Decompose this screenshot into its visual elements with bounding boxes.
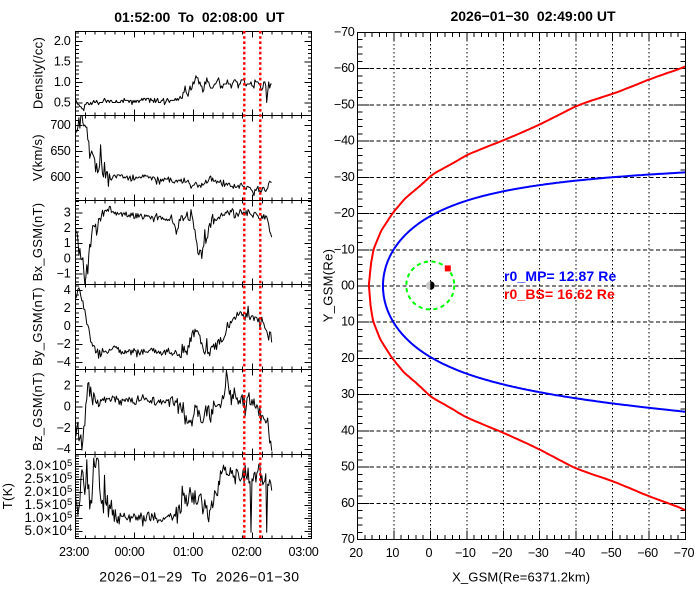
svg-text:Density(/cc): Density(/cc) bbox=[31, 37, 46, 109]
svg-text:−70: −70 bbox=[334, 25, 355, 39]
svg-text:2026−01−29 To 2026−01−30: 2026−01−29 To 2026−01−30 bbox=[99, 569, 299, 585]
svg-text:50: 50 bbox=[341, 460, 355, 474]
svg-text:01:52:00 To 02:08:00 UT: 01:52:00 To 02:08:00 UT bbox=[114, 9, 285, 25]
svg-text:4: 4 bbox=[64, 283, 71, 297]
svg-text:−10: −10 bbox=[455, 546, 476, 560]
svg-text:−4: −4 bbox=[57, 355, 71, 369]
svg-text:20: 20 bbox=[341, 351, 355, 365]
svg-text:00: 00 bbox=[341, 279, 355, 293]
svg-text:2.5×105: 2.5×105 bbox=[24, 471, 72, 486]
svg-text:1.0: 1.0 bbox=[54, 75, 71, 89]
svg-text:−10: −10 bbox=[334, 242, 355, 256]
svg-text:0.5: 0.5 bbox=[54, 96, 71, 110]
svg-text:2.0×105: 2.0×105 bbox=[24, 484, 72, 499]
svg-text:0: 0 bbox=[64, 251, 71, 265]
svg-text:0: 0 bbox=[426, 546, 433, 560]
svg-text:2: 2 bbox=[64, 379, 71, 393]
svg-text:X_GSM(Re=6371.2km): X_GSM(Re=6371.2km) bbox=[452, 570, 590, 585]
svg-text:00:00: 00:00 bbox=[114, 545, 144, 559]
svg-text:1.0×105: 1.0×105 bbox=[24, 510, 72, 525]
svg-text:20: 20 bbox=[349, 546, 363, 560]
svg-text:−4: −4 bbox=[57, 442, 71, 456]
svg-text:−30: −30 bbox=[528, 546, 549, 560]
svg-text:Bz_GSM(nT): Bz_GSM(nT) bbox=[30, 372, 45, 451]
svg-text:10: 10 bbox=[386, 546, 400, 560]
svg-text:−40: −40 bbox=[564, 546, 585, 560]
svg-text:01:00: 01:00 bbox=[173, 545, 203, 559]
svg-text:2: 2 bbox=[64, 221, 71, 235]
svg-text:600: 600 bbox=[50, 170, 70, 184]
svg-text:−50: −50 bbox=[334, 97, 355, 111]
svg-text:23:00: 23:00 bbox=[59, 545, 89, 559]
svg-text:2.0: 2.0 bbox=[54, 34, 71, 48]
svg-text:0: 0 bbox=[64, 400, 71, 414]
svg-text:−20: −20 bbox=[334, 206, 355, 220]
svg-text:1: 1 bbox=[64, 236, 71, 250]
svg-text:40: 40 bbox=[341, 423, 355, 437]
svg-text:650: 650 bbox=[50, 144, 70, 158]
svg-text:−30: −30 bbox=[334, 170, 355, 184]
svg-text:30: 30 bbox=[341, 387, 355, 401]
svg-text:1.5×105: 1.5×105 bbox=[24, 497, 72, 512]
svg-text:r0_MP= 12.87 Re: r0_MP= 12.87 Re bbox=[504, 268, 617, 284]
svg-text:−20: −20 bbox=[492, 546, 513, 560]
svg-text:−2: −2 bbox=[57, 421, 71, 435]
svg-text:−60: −60 bbox=[334, 61, 355, 75]
svg-text:3.0×105: 3.0×105 bbox=[24, 458, 72, 473]
svg-text:5.0×104: 5.0×104 bbox=[24, 523, 72, 538]
svg-text:03:00: 03:00 bbox=[288, 545, 318, 559]
svg-text:−60: −60 bbox=[637, 546, 658, 560]
svg-text:60: 60 bbox=[341, 496, 355, 510]
svg-text:1.5: 1.5 bbox=[54, 54, 71, 68]
svg-text:−40: −40 bbox=[334, 134, 355, 148]
svg-text:02:00: 02:00 bbox=[231, 545, 261, 559]
svg-text:10: 10 bbox=[341, 315, 355, 329]
svg-text:−2: −2 bbox=[57, 337, 71, 351]
svg-text:−50: −50 bbox=[601, 546, 622, 560]
svg-text:3: 3 bbox=[64, 206, 71, 220]
svg-text:−70: −70 bbox=[674, 546, 695, 560]
svg-text:0: 0 bbox=[64, 319, 71, 333]
svg-text:−1: −1 bbox=[57, 267, 71, 281]
svg-text:Y_GSM(Re): Y_GSM(Re) bbox=[321, 249, 336, 323]
svg-text:r0_BS= 16.62 Re: r0_BS= 16.62 Re bbox=[504, 286, 615, 302]
svg-text:T(K): T(K) bbox=[0, 483, 15, 509]
svg-text:Bx_GSM(nT): Bx_GSM(nT) bbox=[30, 203, 45, 282]
svg-text:70: 70 bbox=[341, 532, 355, 546]
svg-text:700: 700 bbox=[50, 118, 70, 132]
svg-text:2: 2 bbox=[64, 301, 71, 315]
svg-text:By_GSM(nT): By_GSM(nT) bbox=[30, 287, 45, 366]
svg-text:2026−01−30 02:49:00 UT: 2026−01−30 02:49:00 UT bbox=[450, 8, 615, 24]
svg-text:V(km/s): V(km/s) bbox=[30, 134, 45, 181]
